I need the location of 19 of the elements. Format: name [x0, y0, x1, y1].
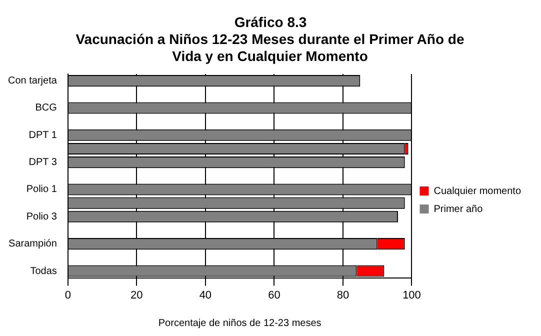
y-tick-label: Polio 1 — [26, 184, 58, 196]
x-tick-label: 40 — [199, 289, 212, 302]
chart-title: Gráfico 8.3 — [233, 13, 308, 31]
x-tick-label: 60 — [268, 289, 280, 302]
x-axis-title: Porcentaje de niños de 12-23 meses — [158, 318, 322, 329]
y-tick-label: DPT 1 — [28, 130, 58, 141]
y-tick-label: Polio 3 — [26, 211, 58, 222]
y-tick-label: DPT 3 — [28, 157, 58, 168]
y-tick-label: Todas — [30, 266, 57, 277]
x-tick-label: 0 — [64, 289, 71, 302]
y-tick-label: Con tarjeta — [8, 76, 58, 87]
chart-subtitle: Vacunación a Niños 12-23 Meses durante el Primer Año de Vida y en Cualquier Momento — [74, 31, 466, 65]
y-tick-label: BCG — [35, 102, 58, 114]
x-tick-label: 100 — [402, 289, 421, 302]
legend-label: Primer año — [434, 204, 484, 215]
x-tick-label: 20 — [130, 289, 143, 302]
x-tick-label: 80 — [336, 289, 350, 302]
legend-label: Cualquier momento — [434, 186, 522, 197]
y-tick-label: Sarampión — [8, 238, 57, 250]
